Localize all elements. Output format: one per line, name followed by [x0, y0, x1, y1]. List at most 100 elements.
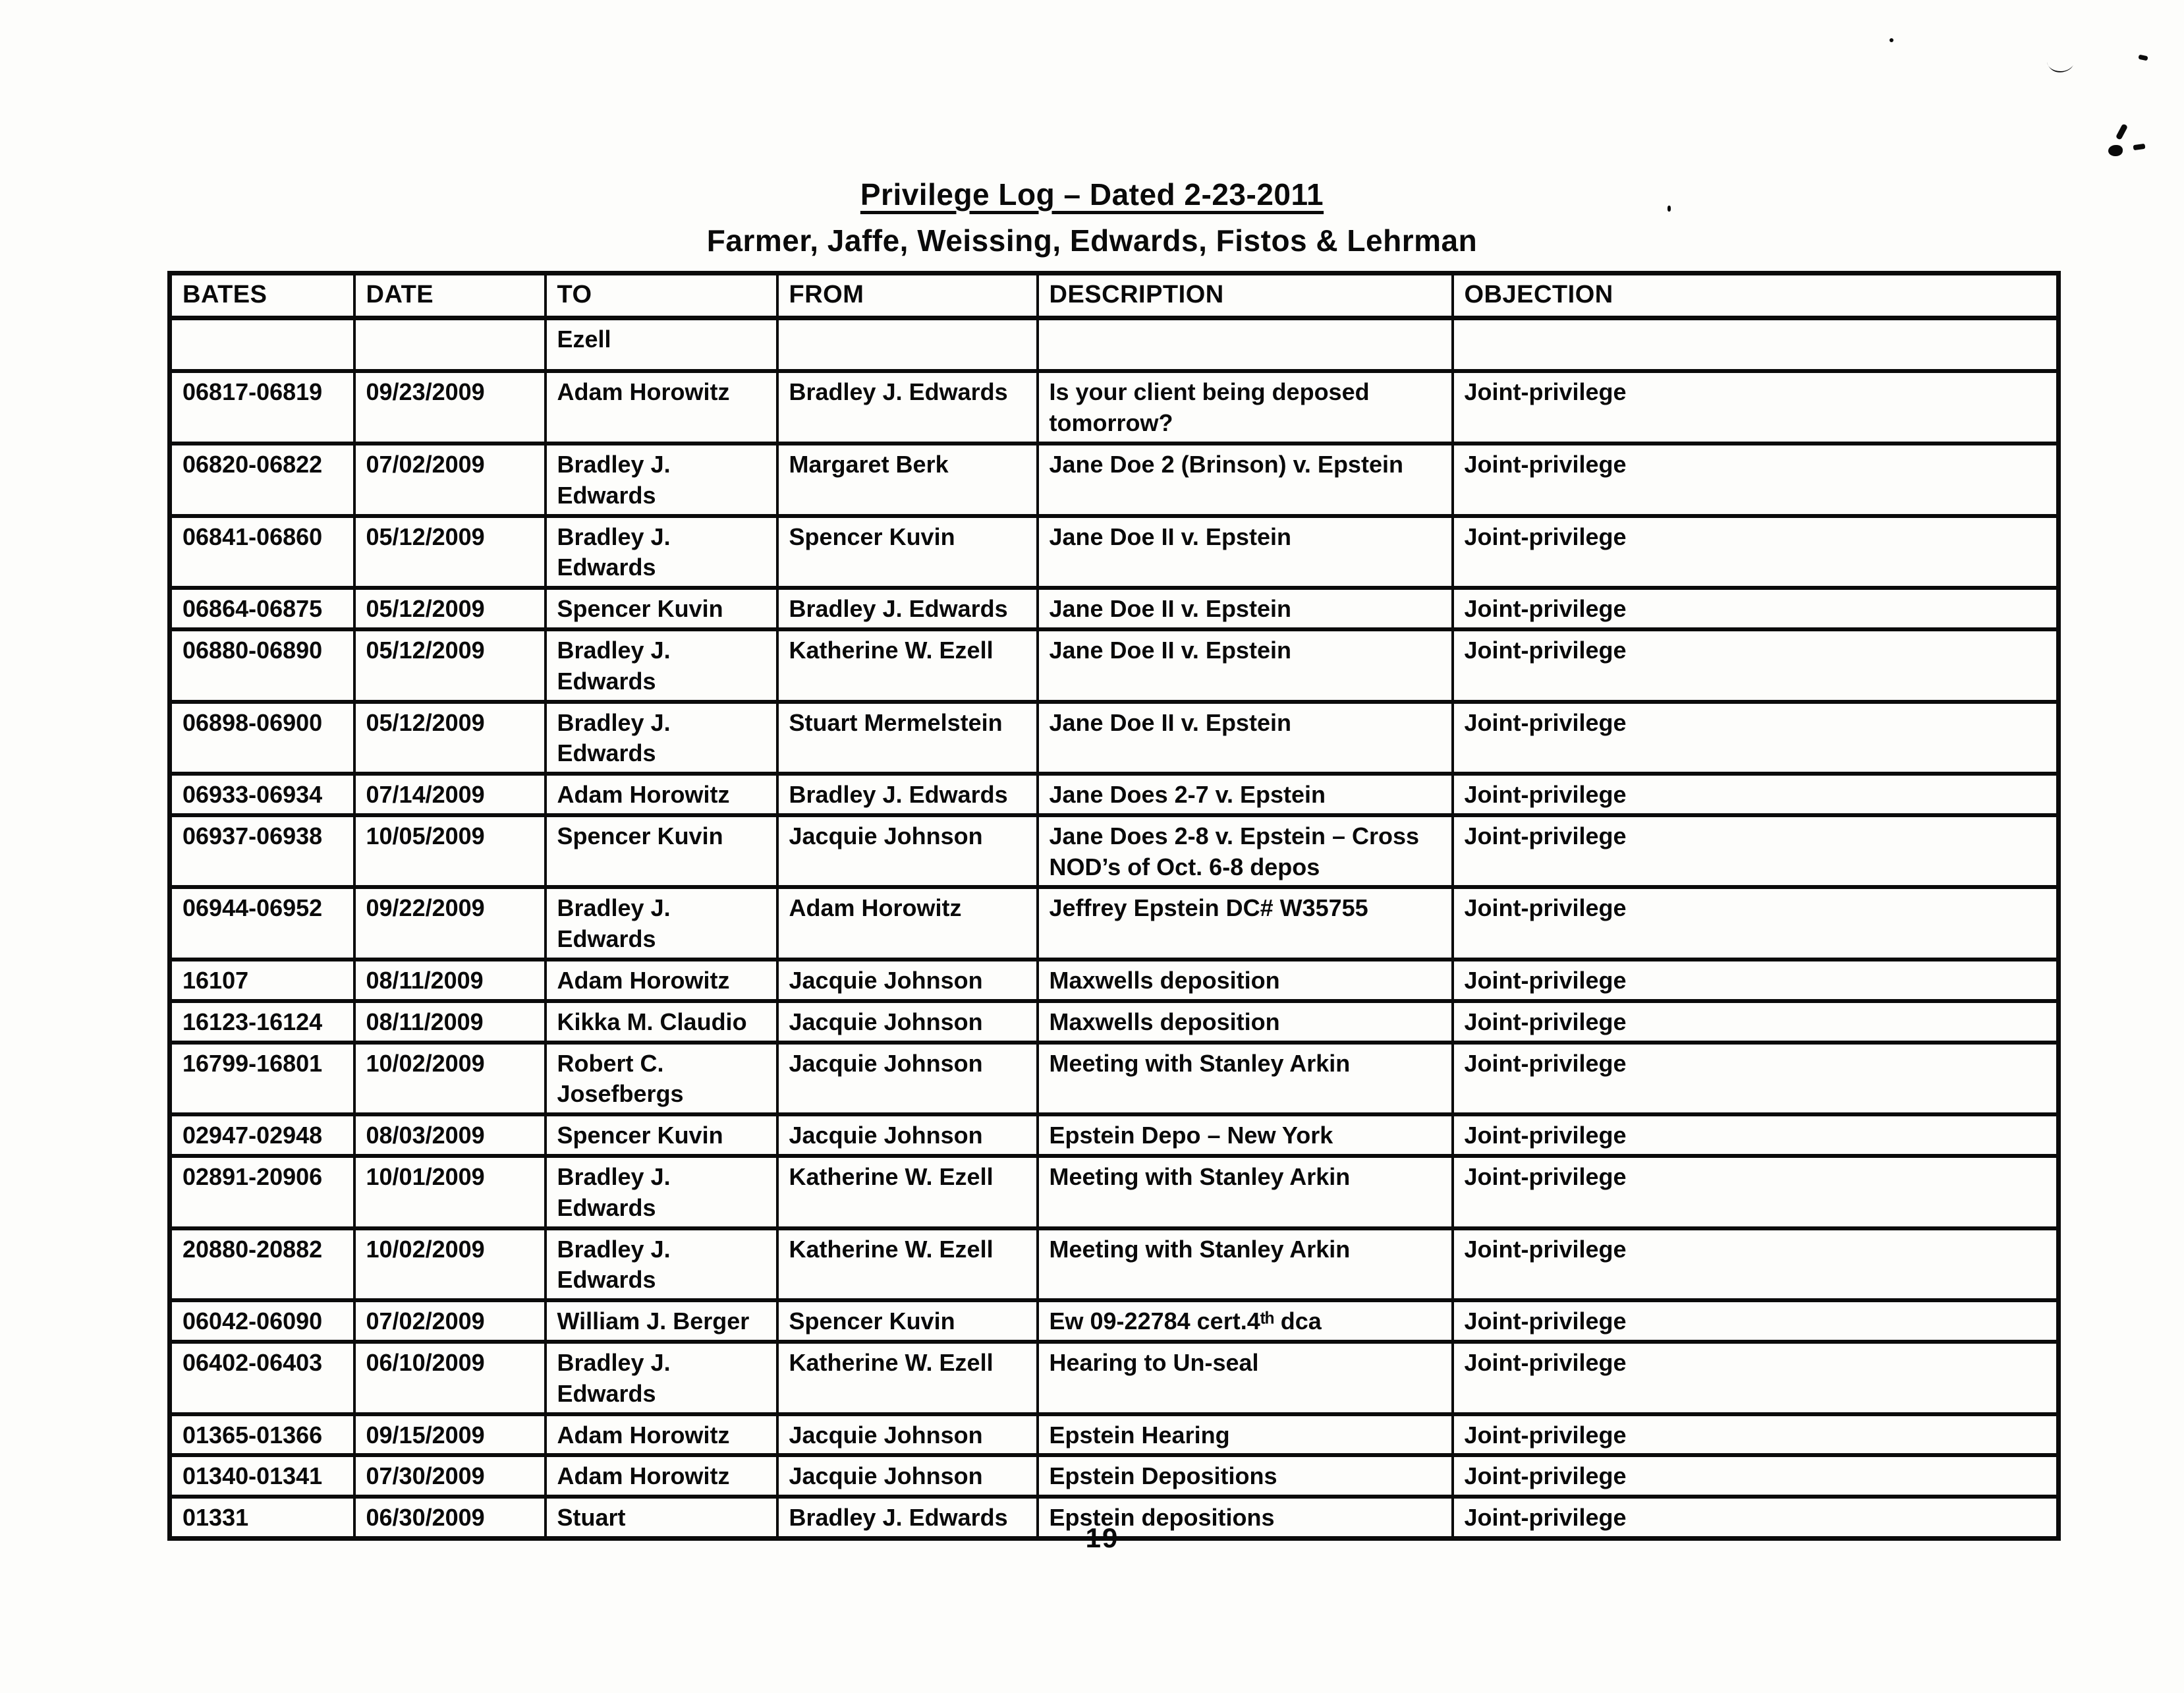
page-subtitle-text: Farmer, Jaffe, Weissing, Edwards, Fistos…	[706, 223, 1478, 258]
cell-description: Meeting with Stanley Arkin	[1036, 1154, 1454, 1230]
cell-date: 07/30/2009	[352, 1453, 547, 1499]
cell-date: 09/23/2009	[352, 369, 547, 445]
cell-objection: Joint-privilege	[1451, 513, 2060, 590]
cell-objection: Joint-privilege	[1451, 772, 2060, 817]
cell-bates: 06937-06938	[168, 813, 356, 890]
cell-objection: Joint-privilege	[1451, 1340, 2060, 1416]
cell-date: 07/14/2009	[352, 772, 547, 817]
cell-from: Katherine W. Ezell	[775, 1340, 1039, 1416]
cell-objection: Joint-privilege	[1451, 1412, 2060, 1458]
cell-objection: Joint-privilege	[1451, 1226, 2060, 1303]
scan-artifact-swoosh	[2047, 62, 2073, 72]
cell-objection: Joint-privilege	[1451, 699, 2060, 776]
table-row: 01331 06/30/2009 Stuart Bradley J. Edwards E…	[168, 1495, 2060, 1541]
cell-to: Bradley J. Edwards	[544, 441, 779, 518]
cell-date: 10/02/2009	[352, 1226, 547, 1303]
table-row: 01340-01341 07/30/2009 Adam Horowitz Jacqui…	[168, 1453, 2060, 1499]
cell-from: Katherine W. Ezell	[775, 1226, 1039, 1303]
scan-artifact-dot	[1890, 38, 1893, 42]
table-row: Ezell	[168, 316, 2060, 374]
table-row: 06864-06875 05/12/2009 Spencer Kuvin Bradle…	[168, 586, 2060, 631]
cell-description: Maxwells deposition	[1036, 998, 1454, 1045]
cell-from: Spencer Kuvin	[775, 513, 1039, 590]
cell-bates: 16799-16801	[168, 1040, 356, 1117]
cell-to: Adam Horowitz	[544, 369, 779, 445]
cell-bates	[168, 316, 356, 374]
cell-bates: 01340-01341	[168, 1453, 356, 1499]
cell-objection: Joint-privilege	[1451, 885, 2060, 962]
cell-bates: 02891-20906	[168, 1154, 356, 1230]
column-header-from: FROM	[775, 271, 1039, 320]
cell-from: Katherine W. Ezell	[775, 627, 1039, 704]
cell-bates: 06042-06090	[168, 1298, 356, 1344]
cell-description: Meeting with Stanley Arkin	[1036, 1040, 1454, 1117]
cell-bates: 06898-06900	[168, 699, 356, 776]
cell-description: Jane Does 2-8 v. Epstein – Cross NOD’s o…	[1036, 813, 1454, 890]
cell-description: Jane Doe 2 (Brinson) v. Epstein	[1036, 441, 1454, 518]
column-header-to: TO	[544, 271, 779, 320]
cell-from: Stuart Mermelstein	[775, 699, 1039, 776]
cell-objection: Joint-privilege	[1451, 627, 2060, 704]
cell-objection: Joint-privilege	[1451, 1298, 2060, 1344]
cell-objection	[1451, 316, 2060, 374]
cell-to: Bradley J. Edwards	[544, 699, 779, 776]
cell-from: Adam Horowitz	[775, 885, 1039, 962]
cell-from: Jacquie Johnson	[775, 1412, 1039, 1458]
cell-bates: 06880-06890	[168, 627, 356, 704]
table-row: 16799-16801 10/02/2009 Robert C. Josefberg…	[168, 1040, 2060, 1117]
cell-bates: 01365-01366	[168, 1412, 356, 1458]
column-header-date: DATE	[352, 271, 547, 320]
table-row: 20880-20882 10/02/2009 Bradley J. Edwards K…	[168, 1226, 2060, 1303]
table-row: 06841-06860 05/12/2009 Bradley J. Edwards S…	[168, 513, 2060, 590]
cell-objection: Joint-privilege	[1451, 1112, 2060, 1159]
cell-description: Epstein depositions	[1036, 1495, 1454, 1541]
cell-to: Kikka M. Claudio	[544, 998, 779, 1045]
cell-from: Margaret Berk	[775, 441, 1039, 518]
page-subtitle: Farmer, Jaffe, Weissing, Edwards, Fistos…	[0, 223, 2184, 258]
cell-description: Jane Doe II v. Epstein	[1036, 513, 1454, 590]
cell-description: Epstein Hearing	[1036, 1412, 1454, 1458]
page-title: Privilege Log – Dated 2-23-2011	[0, 177, 2184, 212]
cell-from: Jacquie Johnson	[775, 813, 1039, 890]
cell-to: Spencer Kuvin	[544, 813, 779, 890]
cell-bates: 06820-06822	[168, 441, 356, 518]
cell-date: 05/12/2009	[352, 699, 547, 776]
cell-description: Jane Doe II v. Epstein	[1036, 586, 1454, 631]
cell-to: Bradley J. Edwards	[544, 513, 779, 590]
scan-artifact-blob	[2108, 145, 2123, 156]
cell-date: 09/22/2009	[352, 885, 547, 962]
cell-bates: 20880-20882	[168, 1226, 356, 1303]
cell-date: 06/30/2009	[352, 1495, 547, 1541]
cell-description: Jane Does 2-7 v. Epstein	[1036, 772, 1454, 817]
cell-objection: Joint-privilege	[1451, 1453, 2060, 1499]
cell-description: Epstein Depo – New York	[1036, 1112, 1454, 1159]
table-row: 16123-16124 08/11/2009 Kikka M. Claudio Jac…	[168, 998, 2060, 1045]
cell-description: Is your client being deposed tomorrow?	[1036, 369, 1454, 445]
cell-objection: Joint-privilege	[1451, 958, 2060, 1003]
cell-to: Spencer Kuvin	[544, 586, 779, 631]
cell-from: Jacquie Johnson	[775, 998, 1039, 1045]
cell-description: Epstein Depositions	[1036, 1453, 1454, 1499]
document-header: Privilege Log – Dated 2-23-2011 Farmer, …	[0, 0, 2184, 259]
table-row: 02891-20906 10/01/2009 Bradley J. Edwards K…	[168, 1154, 2060, 1230]
cell-to: Adam Horowitz	[544, 772, 779, 817]
cell-from: Bradley J. Edwards	[775, 772, 1039, 817]
cell-date: 10/01/2009	[352, 1154, 547, 1230]
cell-bates: 06817-06819	[168, 369, 356, 445]
cell-date: 08/03/2009	[352, 1112, 547, 1159]
cell-to: Bradley J. Edwards	[544, 1340, 779, 1416]
cell-from: Katherine W. Ezell	[775, 1154, 1039, 1230]
cell-date: 05/12/2009	[352, 586, 547, 631]
table-row: 01365-01366 09/15/2009 Adam Horowitz Jacqui…	[168, 1412, 2060, 1458]
table-row: 06880-06890 05/12/2009 Bradley J. Edwards K…	[168, 627, 2060, 704]
cell-bates: 06864-06875	[168, 586, 356, 631]
table-row: 06402-06403 06/10/2009 Bradley J. Edwards K…	[168, 1340, 2060, 1416]
cell-description	[1036, 316, 1454, 374]
cell-from: Jacquie Johnson	[775, 1040, 1039, 1117]
column-header-objection: OBJECTION	[1451, 271, 2060, 320]
cell-from: Bradley J. Edwards	[775, 586, 1039, 631]
cell-from: Jacquie Johnson	[775, 1112, 1039, 1159]
cell-to: Ezell	[544, 316, 779, 374]
cell-objection: Joint-privilege	[1451, 586, 2060, 631]
cell-date: 08/11/2009	[352, 958, 547, 1003]
